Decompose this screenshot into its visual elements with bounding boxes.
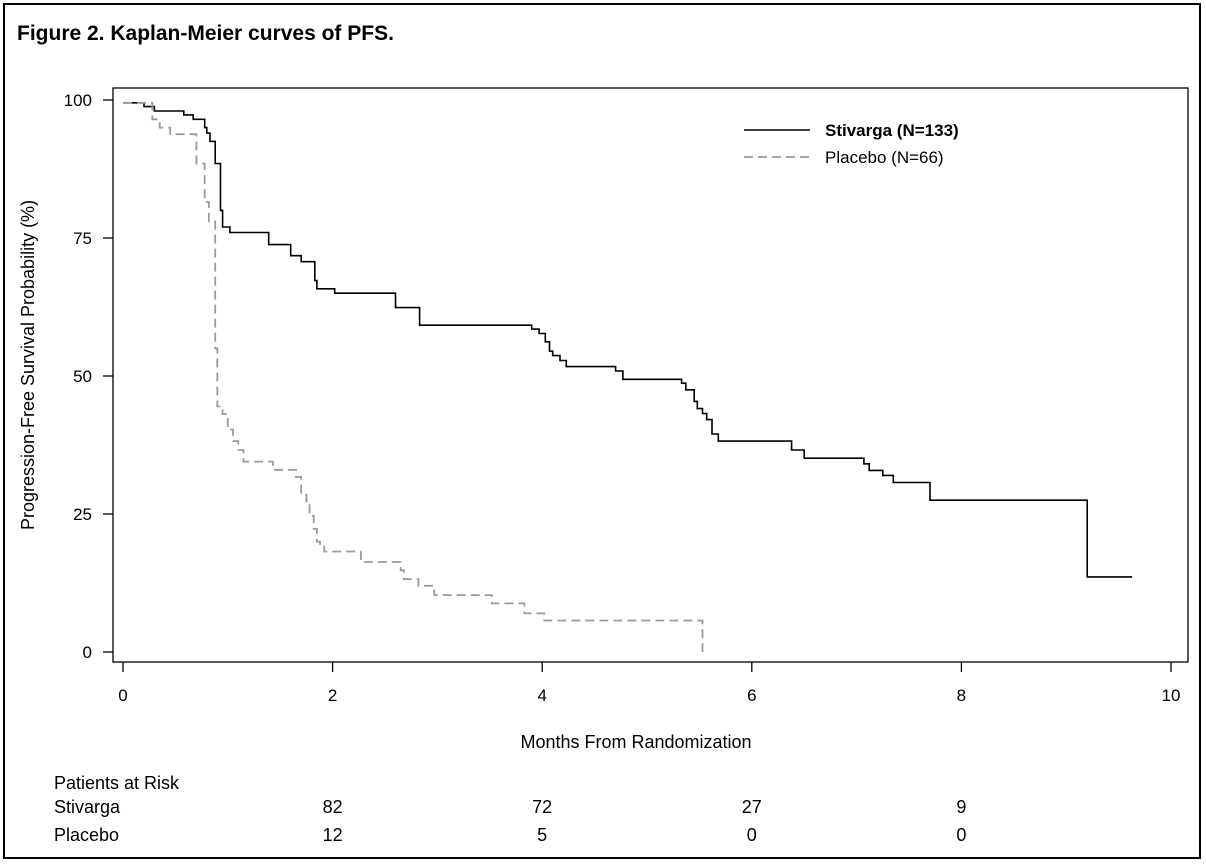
figure-frame bbox=[3, 3, 1201, 859]
plot-border bbox=[112, 87, 1189, 663]
series-line-placebo bbox=[123, 101, 704, 652]
x-tick-label: 2 bbox=[328, 686, 337, 705]
legend-label: Stivarga (N=133) bbox=[825, 121, 959, 140]
y-axis-title: Progression-Free Survival Probability (%… bbox=[18, 200, 38, 530]
legend-label: Placebo (N=66) bbox=[825, 148, 944, 167]
x-tick-label: 0 bbox=[118, 686, 127, 705]
y-tick-label: 100 bbox=[64, 91, 92, 110]
figure-title: Figure 2. Kaplan-Meier curves of PFS. bbox=[17, 22, 394, 45]
y-tick-label: 0 bbox=[83, 643, 92, 662]
series-line-stivarga bbox=[123, 102, 1133, 578]
x-tick-label: 4 bbox=[537, 686, 546, 705]
legend: Stivarga (N=133) Placebo (N=66) bbox=[744, 121, 959, 167]
x-tick-label: 8 bbox=[957, 686, 966, 705]
x-tick-label: 10 bbox=[1162, 686, 1181, 705]
y-tick-label: 50 bbox=[73, 367, 92, 386]
x-axis-title: Months From Randomization bbox=[520, 732, 751, 752]
y-tick-label: 25 bbox=[73, 505, 92, 524]
survival-curves bbox=[123, 101, 1133, 652]
x-tick-label: 6 bbox=[747, 686, 756, 705]
y-tick-label: 75 bbox=[73, 229, 92, 248]
